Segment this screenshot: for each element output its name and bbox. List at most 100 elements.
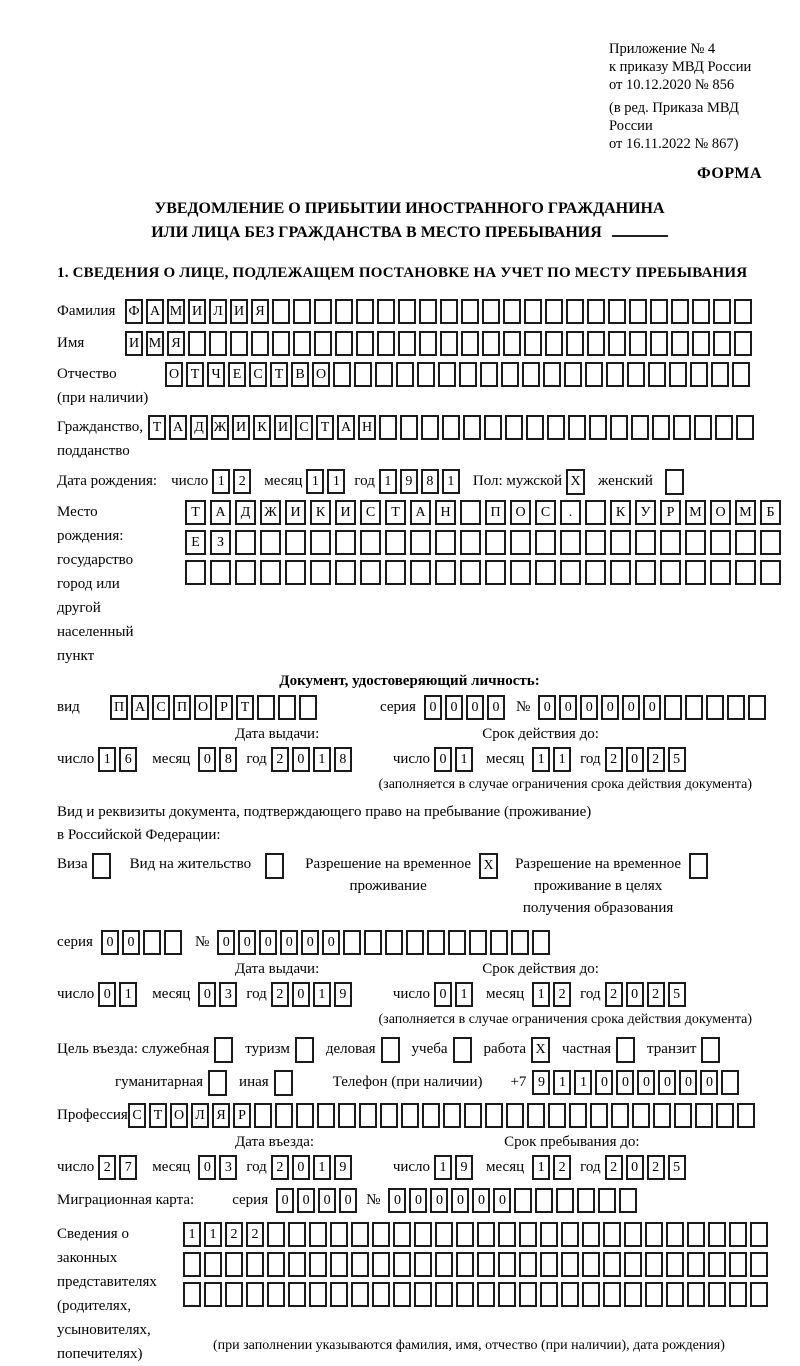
char-cell[interactable]	[351, 1222, 369, 1247]
char-cell[interactable]	[410, 560, 431, 585]
char-cell[interactable]	[288, 1282, 306, 1307]
purpose-business-checkbox[interactable]	[380, 1036, 403, 1063]
char-cell[interactable]	[650, 331, 668, 356]
char-cell[interactable]	[664, 695, 683, 720]
char-cell[interactable]	[364, 930, 383, 955]
char-cell[interactable]: З	[210, 530, 231, 555]
char-cell[interactable]	[687, 1282, 705, 1307]
char-cell[interactable]: 9	[333, 1155, 352, 1180]
char-cell[interactable]: 0	[388, 1188, 407, 1213]
char-cell[interactable]: 1	[212, 469, 231, 494]
char-cell[interactable]	[309, 1252, 327, 1277]
char-cell[interactable]	[522, 362, 540, 387]
char-cell[interactable]: О	[710, 500, 731, 525]
char-cell[interactable]	[398, 299, 416, 324]
char-cell[interactable]	[183, 1252, 201, 1277]
char-cell[interactable]: Л	[191, 1103, 209, 1128]
purpose-study-checkbox[interactable]	[452, 1036, 475, 1063]
char-cell[interactable]	[524, 299, 542, 324]
char-cell[interactable]: Т	[149, 1103, 167, 1128]
char-cell[interactable]	[209, 331, 227, 356]
char-cell[interactable]	[293, 331, 311, 356]
char-cell[interactable]	[635, 530, 656, 555]
char-cell[interactable]: Я	[212, 1103, 230, 1128]
char-cell[interactable]	[460, 530, 481, 555]
char-cell[interactable]	[372, 1252, 390, 1277]
char-cell[interactable]: 9	[455, 1155, 474, 1180]
char-cell[interactable]	[351, 1282, 369, 1307]
char-cell[interactable]	[510, 560, 531, 585]
char-cell[interactable]	[632, 1103, 650, 1128]
char-cell[interactable]	[235, 560, 256, 585]
char-cell[interactable]	[619, 1188, 638, 1213]
char-cell[interactable]	[587, 299, 605, 324]
char-cell[interactable]	[393, 1252, 411, 1277]
char-cell[interactable]: Т	[385, 500, 406, 525]
char-cell[interactable]	[188, 331, 206, 356]
char-cell[interactable]: К	[610, 500, 631, 525]
char-cell[interactable]: И	[274, 415, 292, 440]
char-cell[interactable]	[603, 1282, 621, 1307]
char-cell[interactable]	[142, 930, 161, 955]
char-cell[interactable]: М	[146, 331, 164, 356]
char-cell[interactable]	[343, 930, 362, 955]
char-cell[interactable]: 0	[616, 1070, 635, 1095]
char-cell[interactable]	[235, 530, 256, 555]
char-cell[interactable]	[414, 1252, 432, 1277]
char-cell[interactable]: 0	[601, 695, 620, 720]
char-cell[interactable]	[608, 299, 626, 324]
char-cell[interactable]	[694, 415, 712, 440]
char-cell[interactable]: 2	[646, 747, 665, 772]
char-cell[interactable]	[671, 331, 689, 356]
char-cell[interactable]	[260, 560, 281, 585]
char-cell[interactable]	[569, 1103, 587, 1128]
char-cell[interactable]	[330, 1282, 348, 1307]
char-cell[interactable]	[356, 331, 374, 356]
char-cell[interactable]	[456, 1282, 474, 1307]
char-cell[interactable]	[519, 1222, 537, 1247]
char-cell[interactable]: У	[635, 500, 656, 525]
char-cell[interactable]	[260, 530, 281, 555]
char-cell[interactable]	[225, 1282, 243, 1307]
char-cell[interactable]	[185, 560, 206, 585]
char-cell[interactable]	[204, 1252, 222, 1277]
char-cell[interactable]	[435, 1282, 453, 1307]
char-cell[interactable]	[514, 1188, 533, 1213]
char-cell[interactable]	[540, 1282, 558, 1307]
char-cell[interactable]: Е	[185, 530, 206, 555]
char-cell[interactable]: А	[337, 415, 355, 440]
char-cell[interactable]	[560, 560, 581, 585]
char-cell[interactable]	[540, 1252, 558, 1277]
char-cell[interactable]: 0	[595, 1070, 614, 1095]
char-cell[interactable]	[351, 1252, 369, 1277]
char-cell[interactable]	[660, 530, 681, 555]
char-cell[interactable]	[398, 331, 416, 356]
char-cell[interactable]	[627, 362, 645, 387]
char-cell[interactable]	[750, 1252, 768, 1277]
char-cell[interactable]: 0	[430, 1188, 449, 1213]
char-cell[interactable]	[524, 331, 542, 356]
char-cell[interactable]	[669, 362, 687, 387]
char-cell[interactable]: 0	[625, 982, 644, 1007]
char-cell[interactable]	[498, 1252, 516, 1277]
char-cell[interactable]: 0	[658, 1070, 677, 1095]
char-cell[interactable]	[611, 1103, 629, 1128]
char-cell[interactable]	[208, 1069, 228, 1096]
char-cell[interactable]: О	[194, 695, 212, 720]
char-cell[interactable]: Д	[190, 415, 208, 440]
char-cell[interactable]	[442, 415, 460, 440]
char-cell[interactable]	[687, 1252, 705, 1277]
char-cell[interactable]	[314, 299, 332, 324]
char-cell[interactable]	[414, 1282, 432, 1307]
char-cell[interactable]	[380, 1036, 400, 1063]
char-cell[interactable]	[163, 930, 182, 955]
